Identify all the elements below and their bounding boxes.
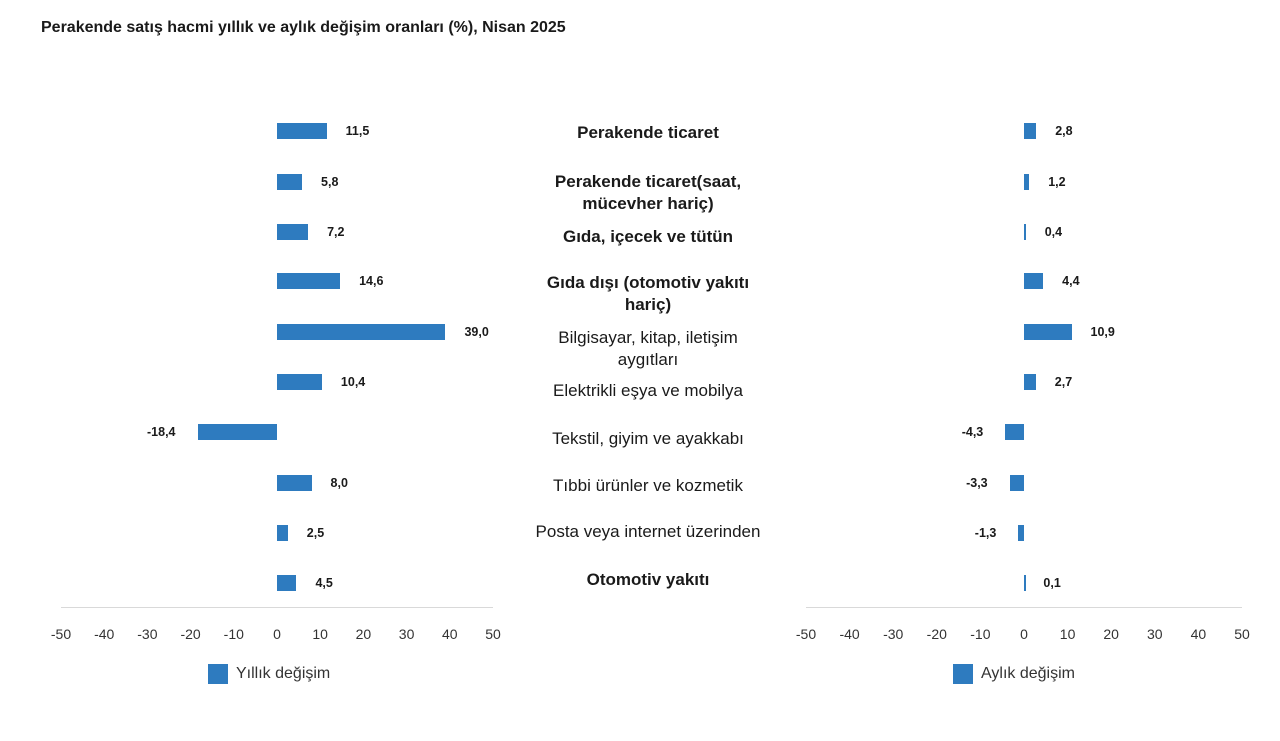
bar	[1024, 575, 1026, 591]
bar	[277, 123, 327, 139]
legend-label: Yıllık değişim	[236, 665, 331, 682]
category-label: Tıbbi ürünler ve kozmetik	[553, 476, 743, 495]
x-tick-label: -50	[795, 626, 817, 642]
bar	[1005, 424, 1024, 440]
x-tick-label: -50	[50, 626, 72, 642]
bar	[277, 374, 322, 390]
data-label: 2,5	[306, 526, 325, 540]
x-tick-label: -30	[883, 626, 904, 642]
data-label: 7,2	[327, 225, 345, 239]
data-label: 0,4	[1044, 225, 1063, 239]
category-label: Elektrikli eşya ve mobilya	[553, 381, 743, 400]
bar	[1018, 525, 1024, 541]
data-label: 10,4	[340, 375, 366, 389]
legend: Aylık değişim	[953, 664, 1075, 684]
data-label: 2,7	[1054, 375, 1073, 389]
x-axis-line	[806, 607, 1242, 608]
category-label: Gıda, içecek ve tütün	[562, 227, 734, 246]
x-tick-label: 20	[355, 626, 372, 642]
data-label: 2,8	[1055, 124, 1073, 138]
category-label: Bilgisayar, kitap, iletişim aygıtları	[558, 328, 738, 369]
data-label: 8,0	[330, 476, 348, 490]
bar	[1009, 475, 1024, 491]
x-tick-label: 50	[1234, 626, 1250, 642]
bar	[1024, 374, 1036, 390]
data-label: -4,3	[961, 425, 984, 439]
bar	[197, 424, 277, 440]
data-label: -18,4	[147, 425, 176, 439]
bar	[277, 475, 312, 491]
data-label: 4,4	[1062, 274, 1080, 288]
category-label: Posta veya internet üzerinden	[535, 522, 761, 541]
x-tick-label: 40	[442, 626, 458, 642]
data-label: 1,2	[1048, 175, 1066, 189]
x-tick-label: 20	[1103, 626, 1119, 642]
x-tick-label: 0	[1020, 626, 1028, 642]
bar	[277, 174, 303, 190]
x-tick-label: 10	[312, 626, 328, 642]
bar	[277, 273, 341, 289]
category-label: Gıda dışı (otomotiv yakıtı hariç)	[546, 273, 750, 314]
x-tick-label: 50	[485, 626, 501, 642]
data-label: -3,3	[966, 476, 988, 490]
x-tick-label: -20	[926, 626, 947, 642]
bar	[277, 324, 446, 340]
x-tick-label: 30	[1147, 626, 1163, 642]
category-label: Tekstil, giyim ve ayakkabı	[552, 429, 744, 448]
bar	[1024, 224, 1026, 240]
bar	[1024, 324, 1072, 340]
data-label: 10,9	[1090, 325, 1115, 339]
chart-title: Perakende satış hacmi yıllık ve aylık de…	[41, 19, 566, 36]
data-label: 4,5	[315, 576, 333, 590]
bar	[277, 525, 288, 541]
x-tick-label: -10	[223, 626, 244, 642]
x-tick-label: -20	[180, 626, 201, 642]
category-label: Otomotiv yakıtı	[586, 570, 710, 589]
bar	[277, 224, 309, 240]
legend-swatch	[208, 664, 228, 684]
data-label: 39,0	[464, 325, 489, 339]
x-tick-label: -30	[137, 626, 158, 642]
x-tick-label: -40	[94, 626, 115, 642]
category-label: Perakende ticaret(saat, mücevher hariç)	[554, 172, 742, 213]
data-label: 0,1	[1043, 576, 1061, 590]
bar	[277, 575, 297, 591]
data-label: 5,8	[321, 175, 339, 189]
data-label: 11,5	[345, 124, 370, 138]
legend-label: Aylık değişim	[981, 665, 1075, 682]
legend-swatch	[953, 664, 973, 684]
x-tick-label: 30	[398, 626, 415, 642]
x-tick-label: 40	[1190, 626, 1207, 642]
x-tick-label: 0	[273, 626, 281, 642]
data-label: 14,6	[359, 274, 384, 288]
x-tick-label: -40	[839, 626, 860, 642]
bar	[1024, 273, 1044, 289]
category-label: Perakende ticaret	[577, 123, 719, 142]
x-tick-label: -10	[970, 626, 991, 642]
x-axis-line	[61, 607, 493, 608]
x-tick-label: 10	[1059, 626, 1076, 642]
bar	[1024, 174, 1030, 190]
bar	[1024, 123, 1037, 139]
data-label: -1,3	[974, 526, 997, 540]
legend: Yıllık değişim	[208, 664, 330, 684]
